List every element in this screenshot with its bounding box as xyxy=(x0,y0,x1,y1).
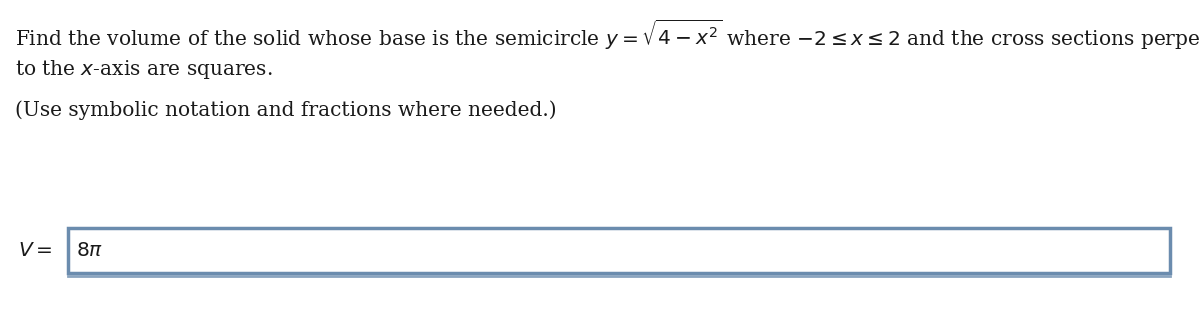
Text: Find the volume of the solid whose base is the semicircle $y = \sqrt{4 - x^2}$ w: Find the volume of the solid whose base … xyxy=(14,18,1200,52)
Bar xyxy=(68,228,1170,273)
Text: $V =$: $V =$ xyxy=(18,241,53,260)
Text: (Use symbolic notation and fractions where needed.): (Use symbolic notation and fractions whe… xyxy=(14,100,557,120)
Text: $8\pi$: $8\pi$ xyxy=(76,241,103,260)
Text: to the $x$-axis are squares.: to the $x$-axis are squares. xyxy=(14,58,272,81)
